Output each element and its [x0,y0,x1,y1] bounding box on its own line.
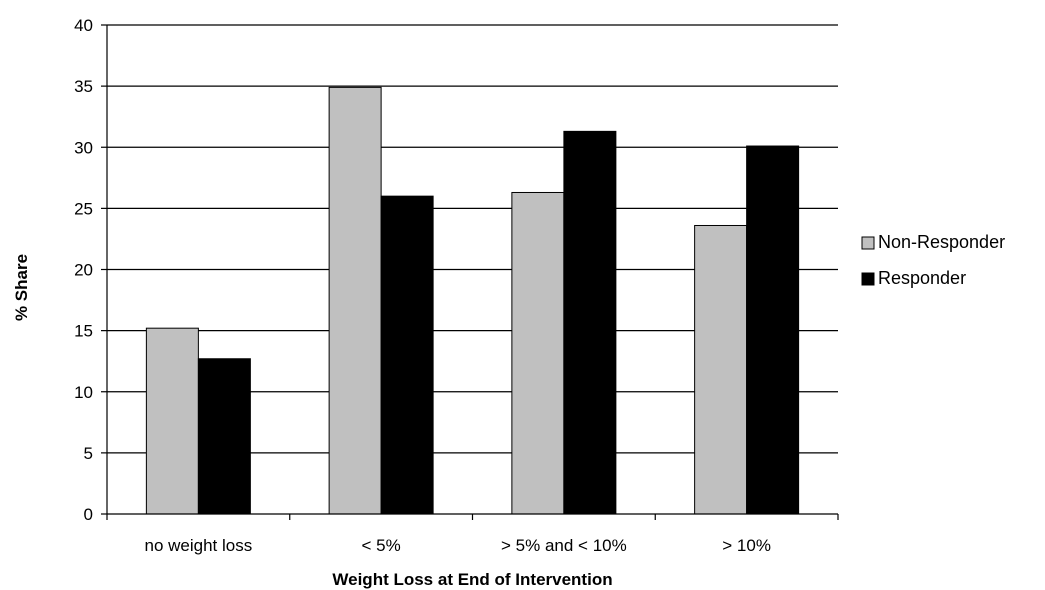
legend-label-non-responder: Non-Responder [878,232,1005,252]
bar-responder-4 [746,145,800,515]
bars [145,86,800,515]
y-tick-label: 25 [74,199,93,218]
x-tick-label: > 10% [722,536,771,555]
y-tick-label: 0 [84,505,93,524]
x-axis-title: Weight Loss at End of Intervention [332,570,612,589]
legend: Non-Responder Responder [861,232,1005,288]
y-tick-label: 5 [84,444,93,463]
y-axis-title: % Share [12,254,31,321]
bar-non-responder-4 [694,224,748,515]
x-tick-label: no weight loss [145,536,253,555]
x-tick-label: > 5% and < 10% [501,536,627,555]
bar-responder-3 [563,130,617,515]
y-tick-label: 15 [74,322,93,341]
bar-non-responder-3 [511,191,565,515]
y-tick-label: 40 [74,16,93,35]
legend-swatch-responder [861,272,875,286]
bar-non-responder-1 [145,327,199,515]
x-tick-label: < 5% [362,536,401,555]
bar-responder-2 [380,195,434,515]
y-tick-label: 30 [74,138,93,157]
axes: 0 5 10 15 20 25 30 35 40 no weight loss < 5% > 5% a… [74,16,839,555]
y-tick-label: 20 [74,261,93,280]
bar-non-responder-2 [328,86,382,515]
bar-responder-1 [197,358,251,515]
legend-swatch-non-responder [861,236,875,250]
y-tick-label: 35 [74,77,93,96]
legend-label-responder: Responder [878,268,966,288]
y-tick-label: 10 [74,383,93,402]
